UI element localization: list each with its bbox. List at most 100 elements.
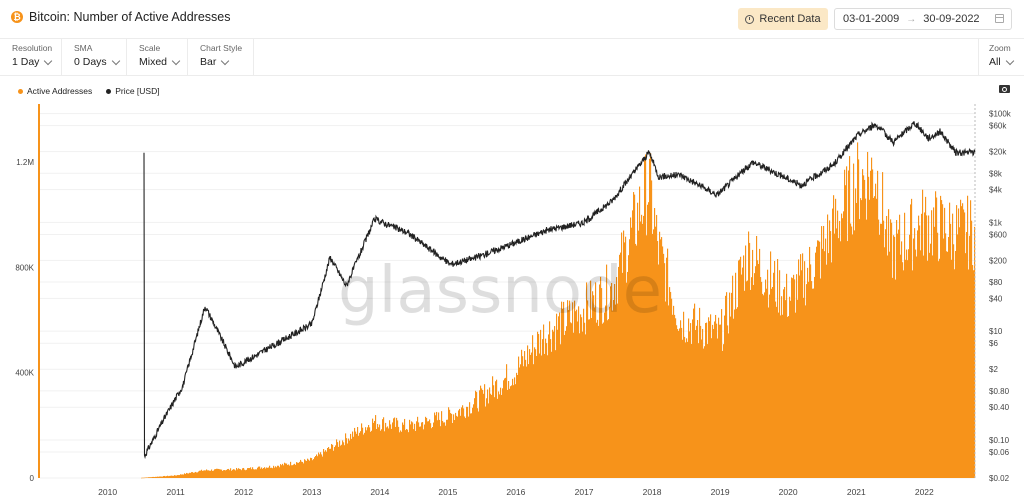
active-addresses-bar (341, 444, 343, 478)
active-addresses-bar (939, 258, 941, 478)
active-addresses-bar (363, 434, 365, 478)
active-addresses-bar (691, 344, 693, 478)
active-addresses-bar (278, 465, 280, 478)
active-addresses-bar (462, 405, 464, 478)
legend-item-price[interactable]: Price [USD] (106, 86, 160, 96)
active-addresses-bar (544, 353, 546, 478)
active-addresses-bar (290, 461, 292, 478)
active-addresses-bar (861, 200, 863, 479)
active-addresses-bar (274, 467, 276, 478)
right-tick-label: $1k (989, 218, 1003, 227)
active-addresses-bar (791, 277, 793, 478)
active-addresses-bar (279, 467, 281, 478)
active-addresses-bar (764, 292, 766, 478)
zoom-value: All (989, 56, 1001, 68)
active-addresses-bar (634, 194, 636, 478)
active-addresses-bar (306, 460, 308, 478)
active-addresses-bar (206, 469, 208, 478)
recent-data-button[interactable]: Recent Data (738, 8, 828, 30)
active-addresses-bar (768, 307, 770, 478)
active-addresses-bar (252, 467, 254, 478)
active-addresses-bar (952, 213, 954, 478)
active-addresses-bar (902, 262, 904, 478)
calendar-icon[interactable] (995, 14, 1004, 23)
active-addresses-bar (600, 276, 602, 478)
active-addresses-bar (593, 295, 595, 478)
active-addresses-bar (892, 277, 894, 478)
active-addresses-bar (518, 356, 520, 478)
active-addresses-bar (928, 215, 930, 478)
active-addresses-bar (771, 288, 773, 478)
active-addresses-bar (470, 413, 472, 478)
sma-select[interactable]: SMA 0 Days (62, 39, 127, 75)
active-addresses-bar (870, 170, 872, 479)
active-addresses-bar (243, 467, 245, 478)
active-addresses-bar (414, 423, 416, 478)
resolution-select[interactable]: Resolution 1 Day (0, 39, 62, 75)
scale-select[interactable]: Scale Mixed (127, 39, 188, 75)
active-addresses-bar (950, 223, 952, 478)
active-addresses-bar (408, 432, 410, 478)
active-addresses-bar (730, 316, 732, 478)
chart-style-select[interactable]: Chart Style Bar (188, 39, 254, 75)
active-addresses-bar (208, 470, 210, 478)
active-addresses-bar (304, 459, 306, 478)
active-addresses-bar (519, 367, 521, 478)
zoom-label: Zoom (989, 43, 1011, 53)
active-addresses-bar (551, 351, 553, 478)
active-addresses-bar (420, 426, 422, 478)
active-addresses-bar (451, 413, 453, 478)
date-range-picker[interactable]: 03-01-2009 → 30-09-2022 (834, 8, 1012, 30)
price-line (143, 121, 976, 460)
zoom-select[interactable]: Zoom All (978, 39, 1024, 75)
active-addresses-bar (864, 179, 866, 478)
active-addresses-bar (222, 470, 224, 478)
active-addresses-bar (636, 245, 638, 478)
active-addresses-bar (565, 330, 567, 478)
active-addresses-bar (739, 259, 741, 478)
active-addresses-bar (731, 292, 733, 478)
active-addresses-bar (227, 469, 229, 478)
active-addresses-bar (883, 220, 885, 478)
active-addresses-bar (826, 264, 828, 478)
chart-legend: Active Addresses Price [USD] (18, 86, 160, 96)
active-addresses-bar (201, 469, 203, 478)
active-addresses-bar (180, 474, 182, 478)
active-addresses-bar (704, 346, 706, 478)
active-addresses-bar (681, 327, 683, 478)
legend-item-active-addresses[interactable]: Active Addresses (18, 86, 92, 96)
active-addresses-bar (213, 470, 215, 478)
active-addresses-bar (144, 477, 146, 479)
active-addresses-bar (388, 428, 390, 478)
active-addresses-bar (737, 307, 739, 478)
active-addresses-bar (575, 311, 577, 478)
active-addresses-bar (590, 280, 592, 478)
active-addresses-bar (479, 390, 481, 478)
active-addresses-bar (688, 318, 690, 478)
active-addresses-bar (550, 339, 552, 478)
active-addresses-bar (185, 474, 187, 478)
active-addresses-bar (745, 245, 747, 478)
active-addresses-bar (742, 267, 744, 478)
active-addresses-bar (212, 470, 214, 478)
active-addresses-bar (204, 470, 206, 478)
date-to[interactable]: 30-09-2022 (923, 13, 980, 25)
active-addresses-bar (938, 261, 940, 478)
active-addresses-bar (868, 176, 870, 478)
camera-icon[interactable] (999, 85, 1010, 93)
active-addresses-bar (776, 306, 778, 478)
active-addresses-bar (871, 157, 873, 478)
active-addresses-bar (147, 477, 149, 478)
active-addresses-bar (552, 329, 554, 478)
active-addresses-bar (877, 170, 879, 479)
legend-dot (18, 88, 23, 94)
active-addresses-bar (794, 279, 796, 478)
active-addresses-bar (659, 231, 661, 478)
active-addresses-bar (541, 355, 543, 478)
date-from[interactable]: 03-01-2009 (843, 13, 900, 25)
active-addresses-bar (618, 266, 620, 478)
active-addresses-bar (245, 470, 247, 478)
active-addresses-bar (326, 451, 328, 478)
active-addresses-bar (440, 426, 442, 478)
active-addresses-bar (905, 259, 907, 478)
